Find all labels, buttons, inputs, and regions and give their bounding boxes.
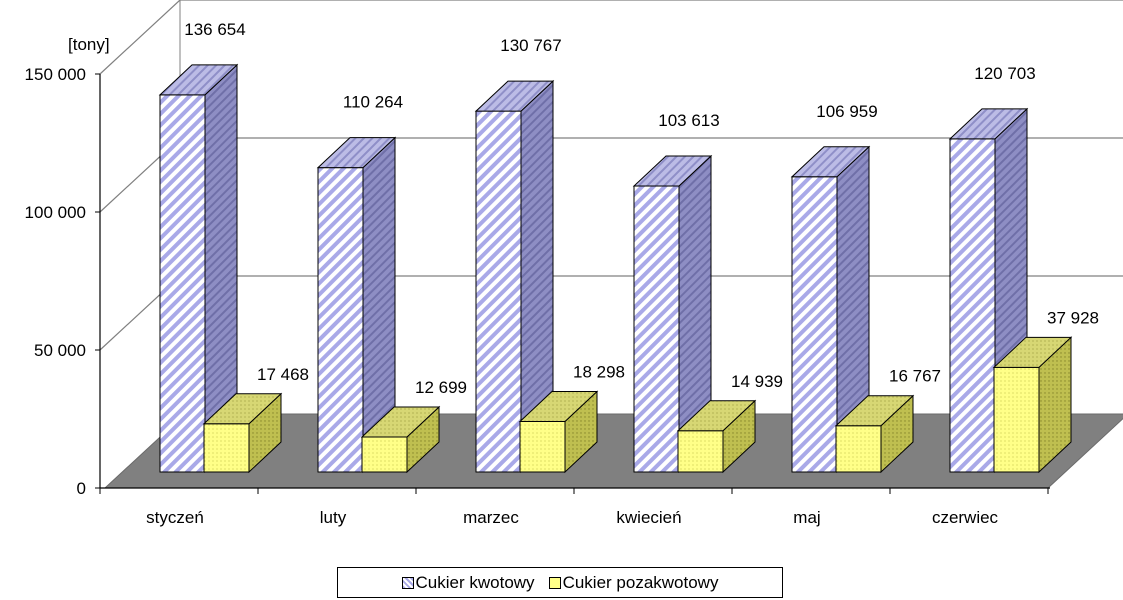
bar-cukier-pozakwotowy-top (202, 393, 283, 425)
bar-cukier-kwotowy-front (317, 167, 364, 473)
x-tick-label: czerwiec (932, 508, 999, 527)
y-axis-label: [tony] (68, 35, 110, 54)
bar-cukier-kwotowy-front (159, 94, 206, 473)
bar-cukier-kwotowy-front (791, 176, 838, 473)
x-tick-label: styczeń (146, 508, 204, 527)
bar-cukier-kwotowy-front (949, 138, 996, 473)
axes-group: 0 50 000 100 000 150 000 [tony] styczeń luty ma… (25, 35, 1050, 527)
legend-swatch-cukier-kwotowy (401, 576, 414, 589)
legend-label-cukier-kwotowy: Cukier kwotowy (415, 572, 535, 592)
gridline-diagonal (99, 0, 181, 75)
legend-swatch-cukier-pozakwotowy (548, 576, 561, 589)
bar-cukier-kwotowy-front (475, 110, 522, 473)
bar-cukier-pozakwotowy-front (993, 366, 1040, 473)
bar-cukier-pozakwotowy-top (992, 336, 1073, 368)
bar-cukier-kwotowy-top (790, 146, 871, 178)
bar-cukier-pozakwotowy-front (203, 423, 250, 473)
data-label: 16 767 (889, 367, 941, 386)
y-tick-label: 50 000 (34, 341, 86, 360)
y-tick-label: 100 000 (25, 203, 86, 222)
data-label: 106 959 (816, 102, 877, 121)
bar-cukier-pozakwotowy-front (519, 420, 566, 473)
data-label: 14 939 (731, 372, 783, 391)
bar-cukier-pozakwotowy-front (361, 436, 408, 473)
legend-item-cukier-kwotowy: Cukier kwotowy (401, 572, 535, 593)
data-label: 136 654 (184, 20, 245, 39)
legend-label-cukier-pozakwotowy: Cukier pozakwotowy (562, 572, 719, 592)
x-tick-label: kwiecień (616, 508, 681, 527)
y-tick-label: 0 (77, 479, 86, 498)
x-tick-label: luty (320, 508, 347, 527)
bar-cukier-kwotowy-top (316, 137, 397, 169)
x-tick-label: marzec (463, 508, 519, 527)
data-label: 110 264 (343, 93, 403, 112)
data-label: 18 298 (573, 362, 625, 381)
data-label: 103 613 (658, 111, 719, 130)
data-label: 120 703 (974, 64, 1035, 83)
data-labels-group: 136 654 110 264 130 767 103 613 106 959 120 7… (184, 20, 1099, 397)
bar-cukier-pozakwotowy-front (835, 425, 882, 473)
x-tick-label: maj (793, 508, 820, 527)
bar-cukier-kwotowy-front (633, 185, 680, 473)
data-label: 37 928 (1047, 308, 1099, 327)
y-tick-label: 150 000 (25, 65, 86, 84)
data-label: 17 468 (257, 365, 309, 384)
bar-cukier-kwotowy-top (632, 155, 713, 187)
bars-group (158, 63, 1073, 474)
bar-cukier-kwotowy-top (948, 108, 1029, 140)
legend-item-cukier-pozakwotowy: Cukier pozakwotowy (548, 572, 719, 593)
bar-cukier-kwotowy-top (158, 64, 239, 96)
bar-chart: 0 50 000 100 000 150 000 [tony] styczeń luty ma… (25, 0, 1123, 527)
bar-cukier-kwotowy-top (474, 80, 555, 112)
legend: Cukier kwotowy Cukier pozakwotowy (337, 567, 783, 598)
bar-cukier-pozakwotowy-front (677, 430, 724, 473)
bar-cukier-pozakwotowy-top (360, 406, 441, 438)
bar-cukier-pozakwotowy-top (834, 395, 915, 427)
bar-cukier-pozakwotowy-top (518, 390, 599, 422)
data-label: 12 699 (415, 378, 467, 397)
data-label: 130 767 (500, 36, 561, 55)
bar-cukier-pozakwotowy-top (676, 400, 757, 432)
